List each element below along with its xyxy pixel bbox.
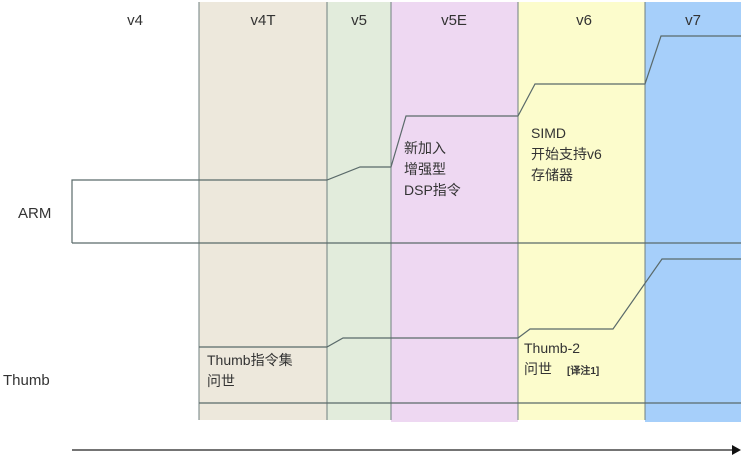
thumb2-note-line1: Thumb-2 <box>524 340 580 356</box>
thumb2-note-line2: 问世 <box>524 361 552 377</box>
column-band-v5e <box>391 2 518 422</box>
column-band-v4 <box>0 2 199 420</box>
column-header-v5e: v5E <box>441 12 467 29</box>
arm-evolution-line <box>71 35 741 243</box>
row-label-thumb: Thumb <box>3 372 50 389</box>
v6-note-line3: 存储器 <box>531 167 573 183</box>
v6-note-line1: SIMD <box>531 125 566 141</box>
thumb2-footnote: [译注1] <box>567 364 599 377</box>
row-label-arm: ARM <box>18 205 51 222</box>
v5e-note-line3: DSP指令 <box>404 182 461 198</box>
v5e-note-line1: 新加入 <box>404 140 446 156</box>
column-band-v6 <box>518 2 645 420</box>
v6-note-line2: 开始支持v6 <box>531 146 602 162</box>
timeline-arrow-head-icon <box>732 445 741 455</box>
column-band-v4t <box>199 2 327 420</box>
thumb-evolution-line <box>199 258 741 348</box>
v5e-note-line2: 增强型 <box>404 161 446 177</box>
thumb-note-line2: 问世 <box>207 373 235 389</box>
column-band-v5 <box>327 2 391 420</box>
column-header-v5: v5 <box>351 12 367 29</box>
column-header-v6: v6 <box>576 12 592 29</box>
column-header-v7: v7 <box>685 12 701 29</box>
column-header-v4: v4 <box>127 12 143 29</box>
column-band-v7 <box>645 2 741 422</box>
column-header-v4t: v4T <box>250 12 275 29</box>
thumb-note-line1: Thumb指令集 <box>207 352 293 368</box>
